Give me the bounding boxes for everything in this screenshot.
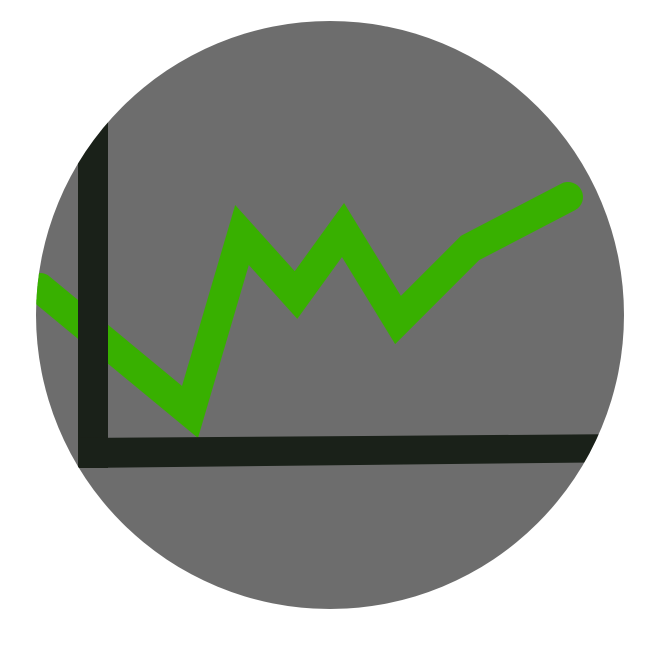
chart-group xyxy=(36,100,624,468)
trend-line xyxy=(36,182,583,439)
x-axis xyxy=(78,434,624,468)
y-axis xyxy=(78,100,108,468)
circle-background xyxy=(36,21,624,609)
